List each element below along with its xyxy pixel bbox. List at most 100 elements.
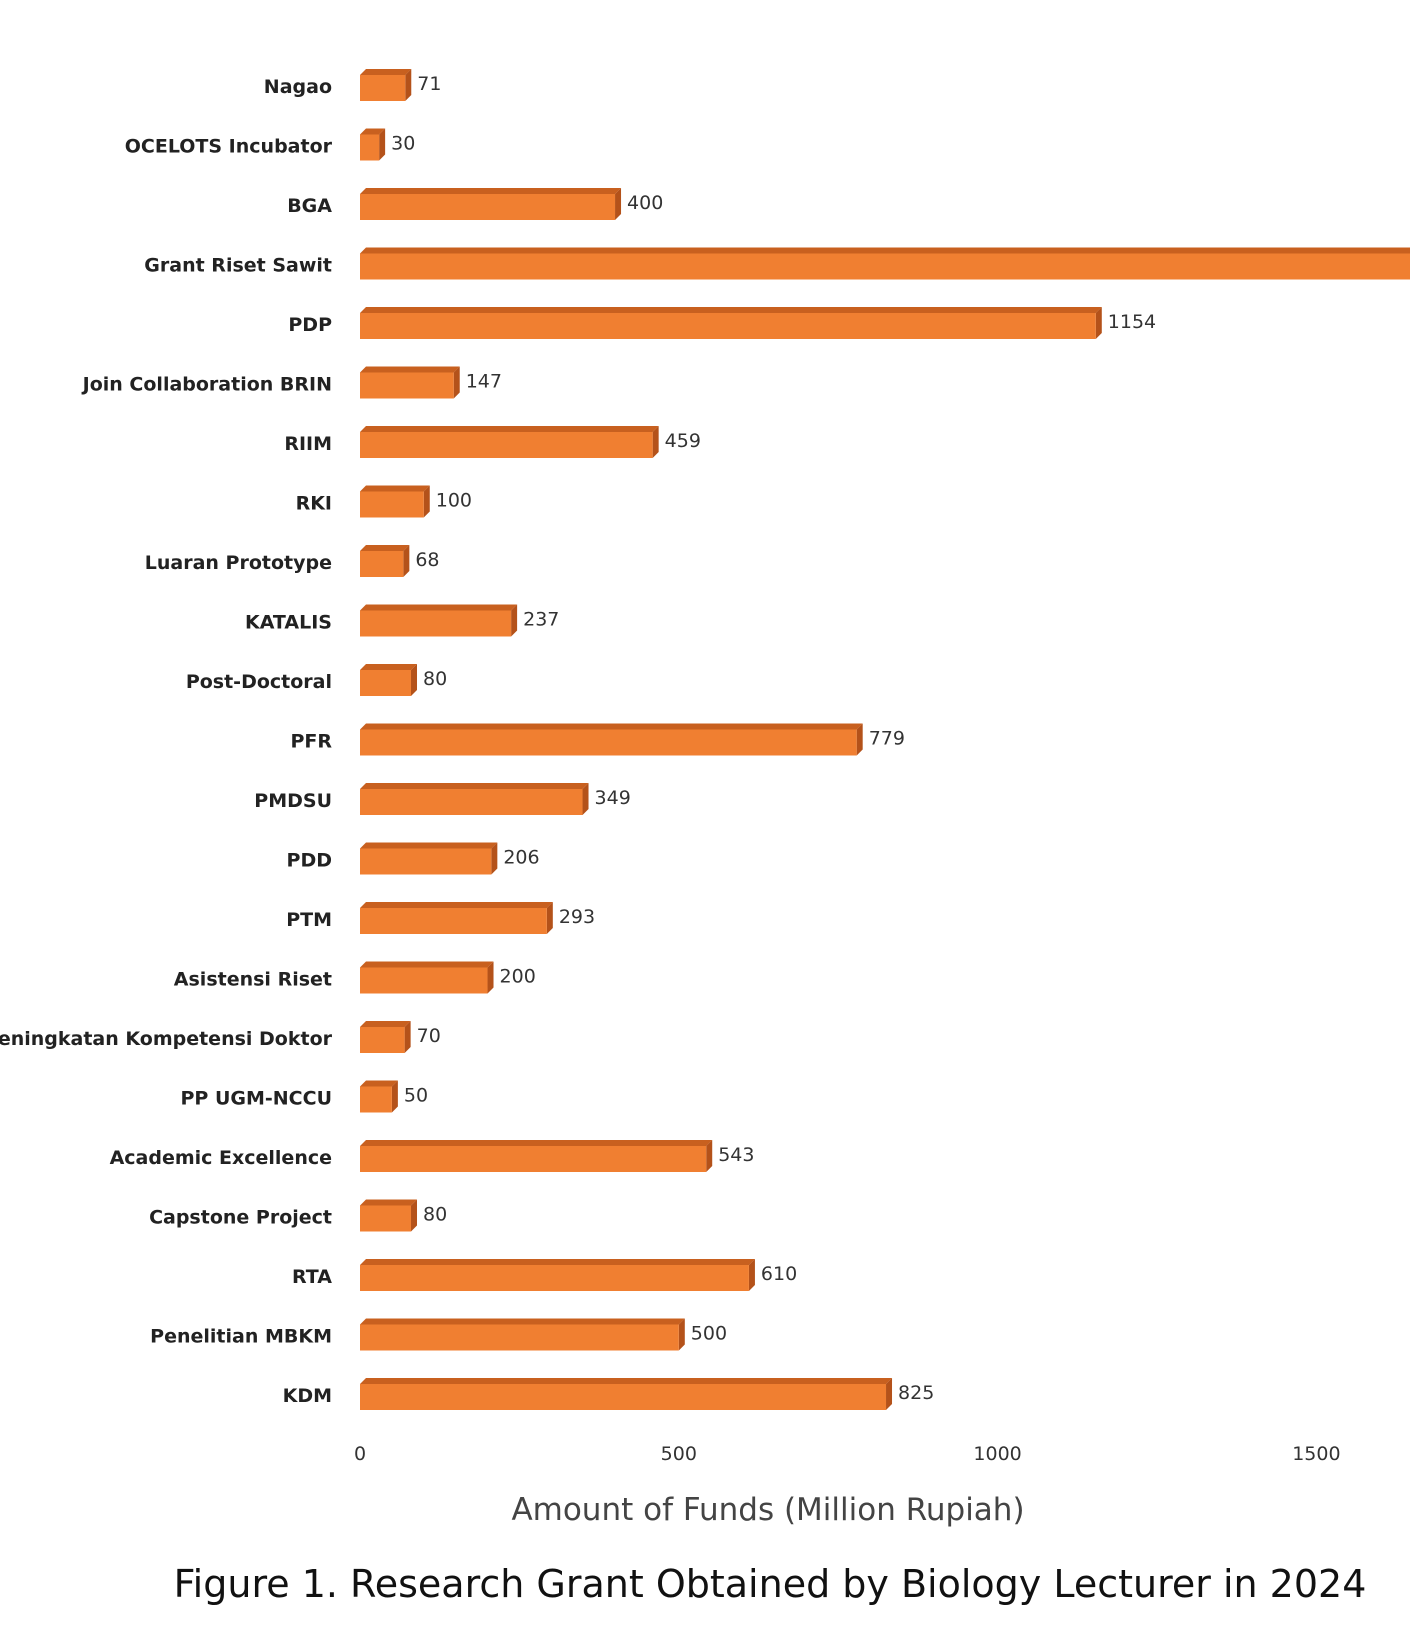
bar-6: [360, 426, 659, 458]
bar-top-face: [360, 1259, 755, 1265]
category-label: KATALIS: [245, 612, 332, 634]
bar-side-face: [491, 842, 498, 875]
bar-side-face: [615, 188, 622, 220]
bar-top-face: [360, 366, 460, 373]
bar-top-face: [360, 902, 553, 908]
category-label: KDM: [283, 1385, 332, 1407]
bar-top-face: [360, 664, 418, 670]
bar-top-face: [360, 783, 589, 789]
bar-front-face: [360, 1324, 679, 1351]
bar-side-face: [411, 664, 418, 696]
category-label: PDD: [287, 850, 332, 872]
bar-front-face: [360, 1146, 707, 1172]
bar-5: [360, 366, 460, 399]
bar-15: [360, 961, 494, 994]
value-label: 30: [391, 133, 415, 155]
bar-front-face: [360, 610, 512, 637]
bar-front-face: [360, 729, 857, 756]
value-labels: 7130400224711541474591006823780779349206…: [391, 73, 1156, 1404]
bar-side-face: [511, 604, 518, 637]
bar-9: [360, 604, 518, 637]
bar-top-face: [360, 128, 386, 135]
bar-side-face: [1095, 307, 1102, 339]
category-label: Nagao: [264, 76, 332, 98]
bar-side-face: [546, 902, 553, 934]
value-label: 543: [718, 1144, 754, 1166]
bar-top-face: [360, 604, 518, 611]
bar-3: [360, 247, 1410, 280]
category-label: RKI: [296, 493, 332, 515]
bar-side-face: [678, 1318, 685, 1351]
category-label: PFR: [290, 731, 332, 753]
category-label: Asistensi Riset: [174, 969, 332, 991]
category-label: Grant Riset Sawit: [144, 255, 332, 277]
category-label: RIIM: [284, 433, 332, 455]
bar-front-face: [360, 253, 1410, 280]
bar-2: [360, 188, 622, 220]
bar-front-face: [360, 789, 583, 815]
bar-front-face: [360, 1384, 887, 1410]
bar-22: [360, 1378, 893, 1410]
bar-side-face: [411, 1199, 418, 1232]
bar-front-face: [360, 848, 492, 875]
bar-side-face: [582, 783, 589, 815]
bar-side-face: [391, 1080, 398, 1113]
value-label: 71: [417, 73, 441, 95]
bar-side-face: [404, 1021, 411, 1053]
bar-17: [360, 1080, 398, 1113]
bar-side-face: [403, 545, 410, 577]
bar-front-face: [360, 194, 616, 220]
bar-front-face: [360, 1086, 392, 1113]
bar-front-face: [360, 75, 406, 101]
x-tick-label: 1000: [973, 1443, 1021, 1465]
bar-14: [360, 902, 553, 934]
x-tick-label: 500: [661, 1443, 697, 1465]
bar-side-face: [652, 426, 659, 458]
bar-front-face: [360, 967, 488, 994]
bar-16: [360, 1021, 411, 1053]
category-label: PDP: [288, 314, 332, 336]
category-label: Penelitian MBKM: [150, 1326, 332, 1348]
value-label: 200: [500, 966, 536, 988]
bar-top-face: [360, 188, 622, 194]
bar-top-face: [360, 842, 498, 849]
bar-front-face: [360, 670, 412, 696]
x-axis-label: Amount of Funds (Million Rupiah): [511, 1492, 1024, 1528]
value-label: 825: [898, 1382, 934, 1404]
x-tick-label: 1500: [1292, 1443, 1340, 1465]
category-label: BGA: [287, 195, 332, 217]
bar-front-face: [360, 1265, 749, 1291]
category-label: PMDSU: [254, 790, 332, 812]
category-label: OCELOTS Incubator: [125, 136, 333, 158]
bar-top-face: [360, 307, 1102, 313]
bar-front-face: [360, 551, 404, 577]
category-label: Post-Doctoral: [186, 671, 332, 693]
value-label: 80: [423, 668, 447, 690]
category-label: Luaran Prototype: [145, 552, 332, 574]
figure-caption: Figure 1. Research Grant Obtained by Bio…: [174, 1562, 1367, 1606]
value-label: 610: [761, 1263, 797, 1285]
bar-top-face: [360, 961, 494, 968]
value-label: 779: [869, 728, 905, 750]
category-label: PTM: [286, 909, 332, 931]
bar-front-face: [360, 908, 547, 934]
bar-21: [360, 1318, 685, 1351]
bar-front-face: [360, 313, 1096, 339]
category-label: Capstone Project: [149, 1207, 332, 1229]
category-label: PP UGM-NCCU: [181, 1088, 333, 1110]
bar-20: [360, 1259, 755, 1291]
bar-19: [360, 1199, 418, 1232]
value-label: 459: [665, 430, 701, 452]
value-label: 50: [404, 1085, 428, 1107]
bar-top-face: [360, 723, 863, 730]
bar-side-face: [886, 1378, 893, 1410]
bar-side-face: [487, 961, 494, 994]
bar-front-face: [360, 491, 424, 518]
value-label: 147: [466, 371, 502, 393]
value-label: 80: [423, 1204, 447, 1226]
bar-4: [360, 307, 1102, 339]
category-label: Join Collaboration BRIN: [81, 374, 332, 396]
bar-12: [360, 783, 589, 815]
value-label: 1154: [1108, 311, 1156, 333]
bar-front-face: [360, 372, 454, 399]
